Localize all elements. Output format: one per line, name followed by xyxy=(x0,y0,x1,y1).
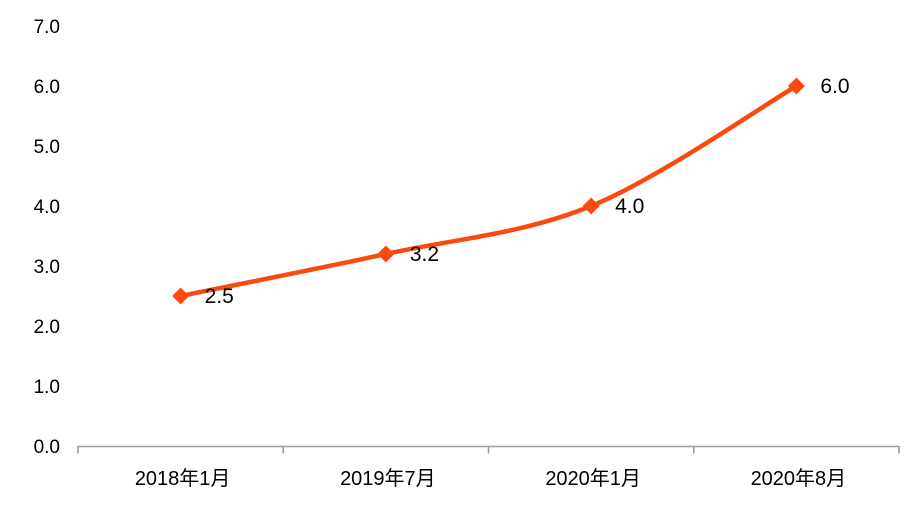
x-axis-label: 2020年8月 xyxy=(751,467,847,490)
data-point-marker xyxy=(172,287,190,305)
y-axis-tick-label: 7.0 xyxy=(34,17,60,38)
y-axis-tick-label: 1.0 xyxy=(34,377,60,398)
x-axis-label: 2020年1月 xyxy=(545,467,641,490)
data-point-label: 3.2 xyxy=(410,243,439,266)
y-axis-tick-label: 3.0 xyxy=(34,257,60,278)
y-axis-tick-label: 2.0 xyxy=(34,317,60,338)
data-point-marker xyxy=(582,197,600,215)
y-axis-tick-label: 4.0 xyxy=(34,197,60,218)
data-point-marker xyxy=(787,77,805,95)
x-axis-label: 2018年1月 xyxy=(135,467,231,490)
data-point-marker xyxy=(377,245,395,263)
y-axis-tick-label: 0.0 xyxy=(34,437,60,458)
data-point-label: 2.5 xyxy=(205,285,234,308)
data-point-label: 4.0 xyxy=(615,195,644,218)
data-point-label: 6.0 xyxy=(820,75,849,98)
y-axis-tick-label: 5.0 xyxy=(34,137,60,158)
y-axis-tick-label: 6.0 xyxy=(34,77,60,98)
x-axis-label: 2019年7月 xyxy=(340,467,436,490)
series-line xyxy=(178,83,799,299)
